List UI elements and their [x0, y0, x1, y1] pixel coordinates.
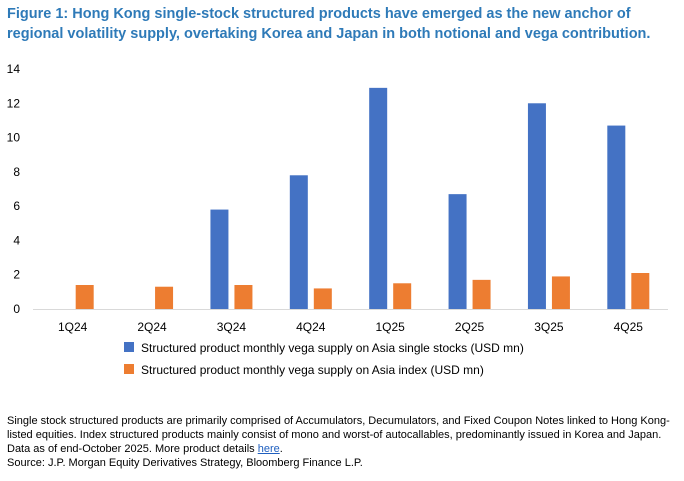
bar-chart: 0 2 4 6 8 10 12 14 1Q24 2Q24 3Q24 4Q24 1Q25 2Q25 3Q25 4… — [7, 62, 668, 377]
figure-title: Figure 1: Hong Kong single-stock structu… — [7, 6, 651, 42]
x-tick-label: 2Q25 — [455, 320, 485, 334]
y-tick-label: 4 — [13, 233, 20, 247]
x-tick-label: 4Q25 — [614, 320, 644, 334]
footnote-text: Single stock structured products are pri… — [7, 415, 670, 441]
legend-label-index: Structured product monthly vega supply o… — [141, 363, 484, 377]
bar-single-stocks — [527, 103, 546, 310]
x-tick-label: 4Q24 — [296, 320, 326, 334]
y-tick-label: 12 — [7, 96, 21, 110]
bar-index — [234, 285, 253, 309]
bar-single-stocks — [607, 125, 626, 309]
footnote-data-prefix: Data as of end-October 2025. More produc… — [7, 443, 258, 455]
footnote-data-suffix: . — [279, 443, 283, 455]
legend-swatch-single-stocks — [124, 342, 134, 352]
bar-index — [551, 276, 570, 309]
product-details-link[interactable]: here — [257, 443, 280, 455]
footnote-data-line: Data as of end-October 2025. More produc… — [7, 442, 679, 456]
y-tick-label: 10 — [7, 131, 21, 145]
y-tick-label: 6 — [13, 199, 20, 213]
bar-index — [75, 285, 94, 309]
source-text: Source: J.P. Morgan Equity Derivatives S… — [7, 457, 363, 469]
x-tick-label: 1Q24 — [58, 320, 88, 334]
bar-single-stocks — [369, 87, 388, 309]
x-tick-label: 2Q24 — [137, 320, 167, 334]
bar-index — [393, 283, 412, 309]
bar-index — [472, 279, 491, 309]
x-tick-label: 3Q25 — [534, 320, 564, 334]
x-tick-label: 3Q24 — [217, 320, 247, 334]
bar-single-stocks — [448, 194, 467, 309]
legend-swatch-index — [124, 364, 134, 374]
y-tick-label: 8 — [13, 165, 20, 179]
legend-label-single-stocks: Structured product monthly vega supply o… — [141, 341, 524, 355]
y-tick-label: 0 — [13, 302, 20, 316]
y-tick-label: 14 — [7, 62, 21, 76]
bar-index — [155, 286, 174, 309]
footnotes: Single stock structured products are pri… — [7, 414, 679, 470]
bar-single-stocks — [210, 209, 229, 309]
bar-single-stocks — [289, 175, 308, 309]
bar-index — [313, 288, 332, 309]
y-tick-label: 2 — [13, 268, 20, 282]
bar-index — [631, 273, 650, 309]
x-tick-label: 1Q25 — [376, 320, 406, 334]
